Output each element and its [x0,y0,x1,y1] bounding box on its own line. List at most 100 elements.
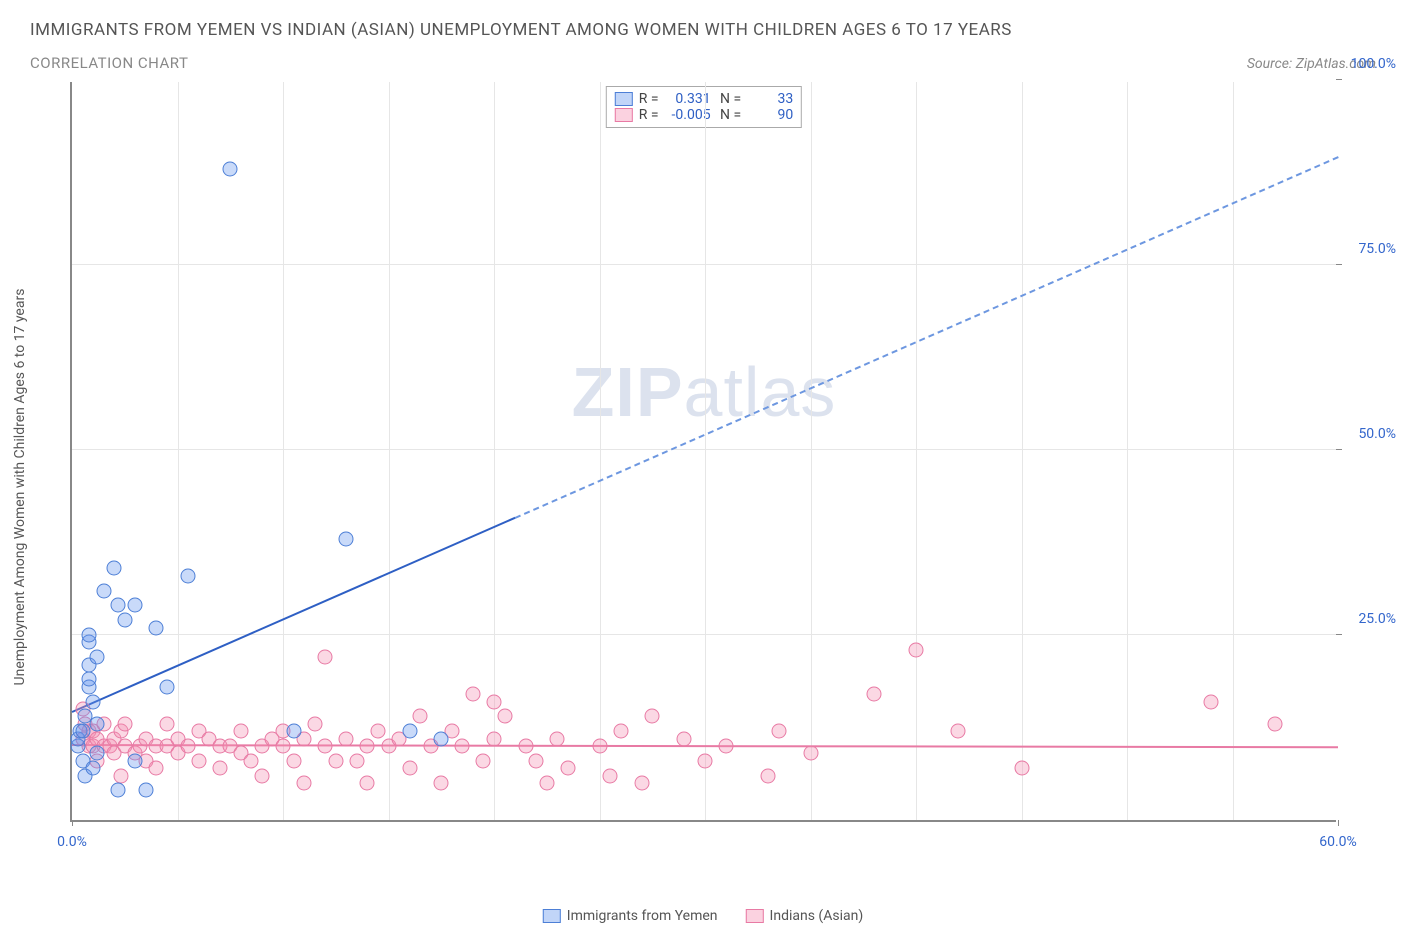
stats-row-series-2: R = -0.005 N = 90 [615,107,793,123]
gridline-v [705,82,706,820]
scatter-point [307,716,322,731]
subtitle-row: CORRELATION CHART Source: ZipAtlas.com [30,54,1376,72]
scatter-point [181,739,196,754]
scatter-point [434,776,449,791]
scatter-point [81,628,96,643]
y-tick-label: 75.0% [1358,241,1396,257]
y-tick-label: 25.0% [1358,611,1396,627]
gridline-v [916,82,917,820]
scatter-point [645,709,660,724]
x-tick-label: 0.0% [57,834,87,850]
scatter-point [529,753,544,768]
scatter-point [128,753,143,768]
scatter-point [244,753,259,768]
scatter-point [771,724,786,739]
scatter-point [318,739,333,754]
scatter-point [223,161,238,176]
scatter-point [297,776,312,791]
legend-label-1: Immigrants from Yemen [567,908,718,924]
gridline-v [178,82,179,820]
scatter-point [318,650,333,665]
scatter-point [75,724,90,739]
scatter-point [349,753,364,768]
scatter-point [402,761,417,776]
scatter-point [1014,761,1029,776]
scatter-point [1267,716,1282,731]
scatter-point [149,620,164,635]
scatter-point [866,687,881,702]
scatter-point [719,739,734,754]
scatter-point [476,753,491,768]
scatter-point [370,724,385,739]
scatter-point [487,731,502,746]
plot-area: ZIPatlas R = 0.331 N = 33 R = -0.005 N =… [70,82,1336,822]
gridline-v [811,82,812,820]
scatter-point [86,694,101,709]
gridline-v [494,82,495,820]
scatter-point [497,709,512,724]
scatter-point [803,746,818,761]
scatter-point [698,753,713,768]
scatter-point [81,672,96,687]
y-tick-label: 100.0% [1351,56,1396,72]
scatter-point [117,716,132,731]
n-value-2: 90 [747,107,793,123]
scatter-point [90,746,105,761]
n-label: N = [717,91,742,107]
scatter-point [96,583,111,598]
scatter-point [254,768,269,783]
scatter-point [360,776,375,791]
legend-swatch-1 [543,909,561,923]
r-value-1: 0.331 [665,91,711,107]
scatter-point [518,739,533,754]
scatter-point [550,731,565,746]
scatter-point [634,776,649,791]
scatter-point [1204,694,1219,709]
scatter-point [402,724,417,739]
gridline-h [72,634,1336,635]
scatter-point [276,739,291,754]
scatter-point [603,768,618,783]
scatter-point [90,716,105,731]
swatch-series-1 [615,92,633,106]
scatter-point [339,531,354,546]
gridline-v [283,82,284,820]
bottom-legend: Immigrants from Yemen Indians (Asian) [543,908,863,924]
chart-container: Unemployment Among Women with Children A… [30,82,1376,892]
scatter-point [487,694,502,709]
scatter-point [286,724,301,739]
scatter-point [191,753,206,768]
gridline-v [389,82,390,820]
scatter-point [159,716,174,731]
x-tick-label: 60.0% [1319,834,1357,850]
scatter-point [212,761,227,776]
scatter-point [159,679,174,694]
watermark: ZIPatlas [572,352,837,432]
chart-subtitle: CORRELATION CHART [30,54,188,72]
legend-item-2: Indians (Asian) [746,908,864,924]
legend-item-1: Immigrants from Yemen [543,908,718,924]
n-label: N = [717,107,742,123]
scatter-point [233,724,248,739]
scatter-point [90,650,105,665]
gridline-v [1022,82,1023,820]
scatter-point [86,761,101,776]
scatter-point [465,687,480,702]
scatter-point [360,739,375,754]
stats-legend-box: R = 0.331 N = 33 R = -0.005 N = 90 [606,86,802,128]
scatter-point [286,753,301,768]
scatter-point [113,768,128,783]
scatter-point [328,753,343,768]
scatter-point [455,739,470,754]
scatter-point [560,761,575,776]
y-axis-label: Unemployment Among Women with Children A… [12,289,28,686]
scatter-point [111,598,126,613]
r-label: R = [639,107,659,123]
swatch-series-2 [615,108,633,122]
scatter-point [181,568,196,583]
gridline-h [72,449,1336,450]
scatter-point [613,724,628,739]
scatter-point [909,642,924,657]
gridline-v [600,82,601,820]
trend-line [515,156,1339,519]
